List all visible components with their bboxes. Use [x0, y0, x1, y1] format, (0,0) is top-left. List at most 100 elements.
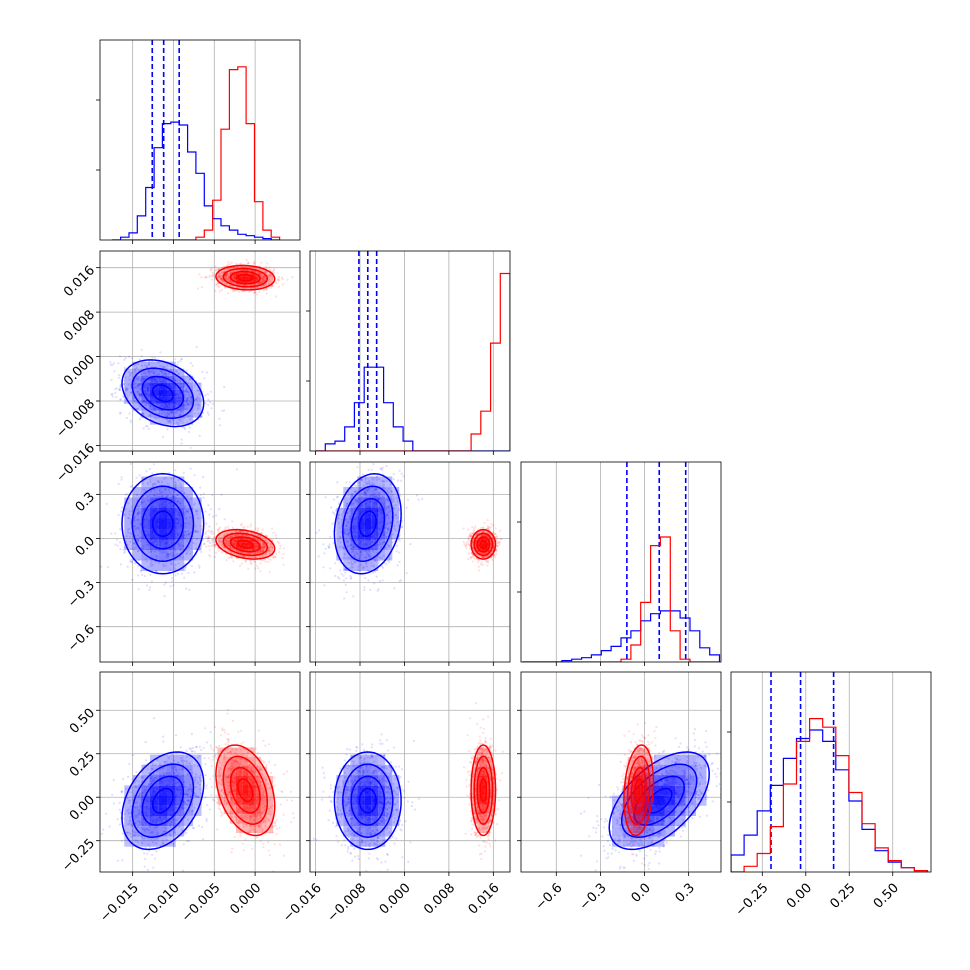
scatter-point [250, 556, 253, 559]
scatter-point [208, 276, 211, 279]
scatter-point [261, 541, 264, 544]
scatter-point [263, 545, 266, 548]
scatter-point [160, 480, 164, 483]
scatter-point [226, 277, 229, 280]
density-cell [141, 389, 150, 397]
scatter-point [262, 548, 265, 551]
scatter-point [153, 550, 157, 553]
scatter-point [216, 283, 219, 286]
scatter-point [263, 544, 266, 547]
scatter-point [195, 513, 199, 516]
density-cell [371, 529, 379, 540]
density-cell [266, 549, 274, 553]
scatter-point [193, 571, 196, 574]
density-cell [336, 518, 344, 529]
scatter-point [148, 371, 151, 374]
scatter-point [190, 385, 194, 388]
scatter-point [355, 551, 358, 554]
density-cell [141, 396, 150, 404]
density-cell [223, 549, 230, 553]
scatter-point [209, 531, 212, 534]
density-cell [236, 530, 243, 534]
scatter-point [385, 480, 388, 483]
scatter-point [157, 495, 160, 498]
scatter-point [172, 494, 175, 498]
scatter-point [262, 279, 265, 282]
density-cell [385, 518, 393, 529]
scatter-point [193, 503, 196, 506]
scatter-point [115, 396, 118, 399]
scatter-point [125, 535, 128, 538]
scatter-point [185, 390, 188, 393]
scatter-point [396, 564, 399, 567]
scatter-point [223, 518, 226, 521]
scatter-point [219, 277, 223, 280]
scatter-point [205, 275, 208, 278]
density-cell [150, 487, 159, 498]
scatter-point [183, 492, 186, 495]
scatter-point [358, 556, 361, 559]
scatter-point [400, 472, 403, 475]
scatter-point [495, 534, 498, 538]
density-cell [223, 536, 230, 540]
scatter-point [244, 560, 247, 563]
scatter-point [363, 493, 366, 496]
scatter-point [370, 482, 374, 485]
scatter-point [386, 544, 389, 547]
scatter-point [130, 451, 132, 453]
scatter-point [220, 551, 223, 554]
density-cell [167, 539, 176, 550]
scatter-point [350, 561, 353, 564]
scatter-point [387, 511, 390, 514]
density-cell [229, 273, 237, 277]
scatter-point [268, 279, 271, 282]
scatter-point [234, 534, 237, 537]
scatter-point [373, 559, 376, 563]
scatter-point [190, 565, 193, 568]
scatter-point [211, 402, 215, 405]
scatter-point [336, 576, 340, 579]
scatter-point [160, 412, 163, 415]
scatter-point [220, 278, 223, 281]
scatter-point [386, 527, 390, 530]
scatter-point [173, 490, 176, 493]
density-cell [260, 542, 267, 546]
scatter-point [250, 559, 253, 562]
scatter-point [351, 493, 354, 496]
scatter-point [185, 522, 188, 525]
scatter-point [368, 483, 371, 486]
scatter-point [153, 494, 156, 497]
contour-blue [151, 510, 174, 538]
scatter-point [340, 530, 343, 533]
scatter-point [224, 541, 227, 544]
scatter-point [163, 366, 166, 369]
scatter-point [253, 262, 256, 265]
density-cell [192, 410, 202, 418]
scatter-point [141, 483, 144, 486]
scatter-point [244, 269, 247, 272]
scatter-point [185, 552, 188, 555]
scatter-point [376, 478, 379, 481]
scatter-point [137, 407, 140, 411]
scatter-point [337, 513, 340, 517]
density-cell [371, 508, 379, 519]
density-cell [242, 536, 249, 540]
contour-red [229, 536, 261, 553]
scatter-point [200, 550, 203, 554]
scatter-point [346, 502, 349, 505]
scatter-point [261, 545, 264, 548]
scatter-point [366, 569, 370, 573]
contour-blue [141, 375, 185, 411]
scatter-point [119, 412, 122, 415]
scatter-point [167, 483, 170, 486]
contour-blue [342, 485, 394, 563]
scatter-point [151, 472, 154, 475]
scatter-point [340, 507, 343, 510]
scatter-point [387, 491, 390, 494]
scatter-point [174, 574, 177, 577]
scatter-point [147, 551, 150, 554]
scatter-point [210, 407, 213, 410]
scatter-point [323, 584, 326, 587]
scatter-point [170, 410, 174, 413]
scatter-point [177, 361, 180, 364]
